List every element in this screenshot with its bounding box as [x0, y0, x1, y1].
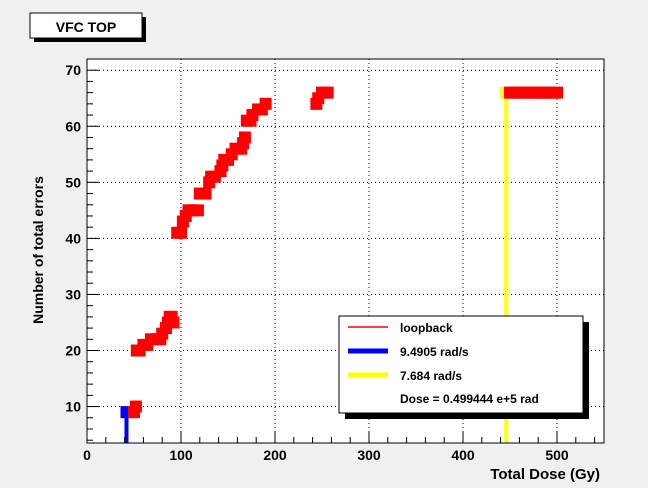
data-point [175, 226, 187, 239]
data-point [238, 131, 251, 144]
data-point [129, 400, 142, 413]
y-tick-label: 30 [65, 286, 81, 302]
title-box: VFC TOP [29, 12, 146, 42]
chart-title: VFC TOP [56, 19, 116, 35]
y-tick-label: 70 [65, 62, 81, 78]
x-tick-label: 100 [169, 447, 193, 463]
data-point [199, 187, 212, 200]
legend-label-loopback: loopback [400, 321, 453, 335]
legend-label-blue: 9.4905 rad/s [400, 345, 469, 359]
x-tick-label: 500 [545, 447, 569, 463]
legend-label-dose: Dose = 0.499444 e+5 rad [400, 392, 539, 406]
y-tick-label: 20 [65, 343, 81, 359]
data-point [167, 316, 180, 329]
x-tick-label: 400 [451, 447, 475, 463]
plot-frame [86, 58, 605, 444]
data-point [191, 204, 204, 217]
axes: 0 100 200 300 400 500 10 20 30 40 50 60 70 [65, 58, 596, 463]
loopback-points [128, 86, 563, 419]
data-point [551, 86, 563, 99]
data-point [259, 97, 272, 110]
y-axis-label: Number of total errors [30, 176, 46, 324]
y-tick-label: 60 [65, 118, 81, 134]
legend: loopback 9.4905 rad/s 7.684 rad/s Dose =… [338, 315, 589, 419]
y-tick-label: 10 [65, 399, 81, 415]
x-tick-label: 0 [83, 447, 91, 463]
x-axis-label: Total Dose (Gy) [490, 466, 600, 483]
y-tick-label: 50 [65, 174, 81, 190]
legend-label-yellow: 7.684 rad/s [400, 369, 462, 383]
x-tick-label: 300 [357, 447, 381, 463]
data-point [321, 86, 334, 99]
y-tick-label: 40 [65, 230, 81, 246]
x-tick-label: 200 [263, 447, 287, 463]
